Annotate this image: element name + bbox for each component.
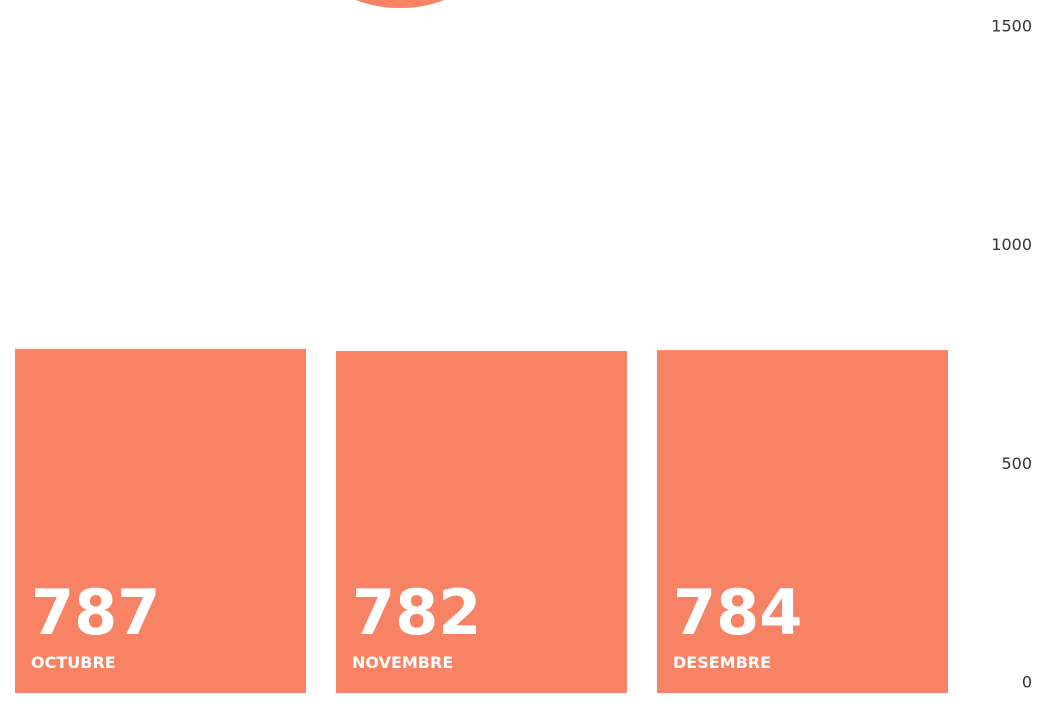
bar — [657, 350, 948, 693]
y-tick-label: 1000 — [991, 235, 1032, 254]
value-label: 782 — [352, 576, 481, 649]
decor-shape — [355, 0, 445, 8]
value-label: 787 — [31, 576, 160, 649]
bar — [15, 348, 306, 693]
y-tick-label: 500 — [1001, 454, 1032, 473]
y-tick-label: 0 — [1022, 673, 1032, 692]
value-label: 784 — [673, 576, 802, 649]
category-label: DESEMBRE — [673, 653, 771, 672]
y-tick-label: 1500 — [991, 17, 1032, 36]
category-label: NOVEMBRE — [352, 653, 453, 672]
bar — [336, 351, 627, 693]
category-label: OCTUBRE — [31, 653, 116, 672]
